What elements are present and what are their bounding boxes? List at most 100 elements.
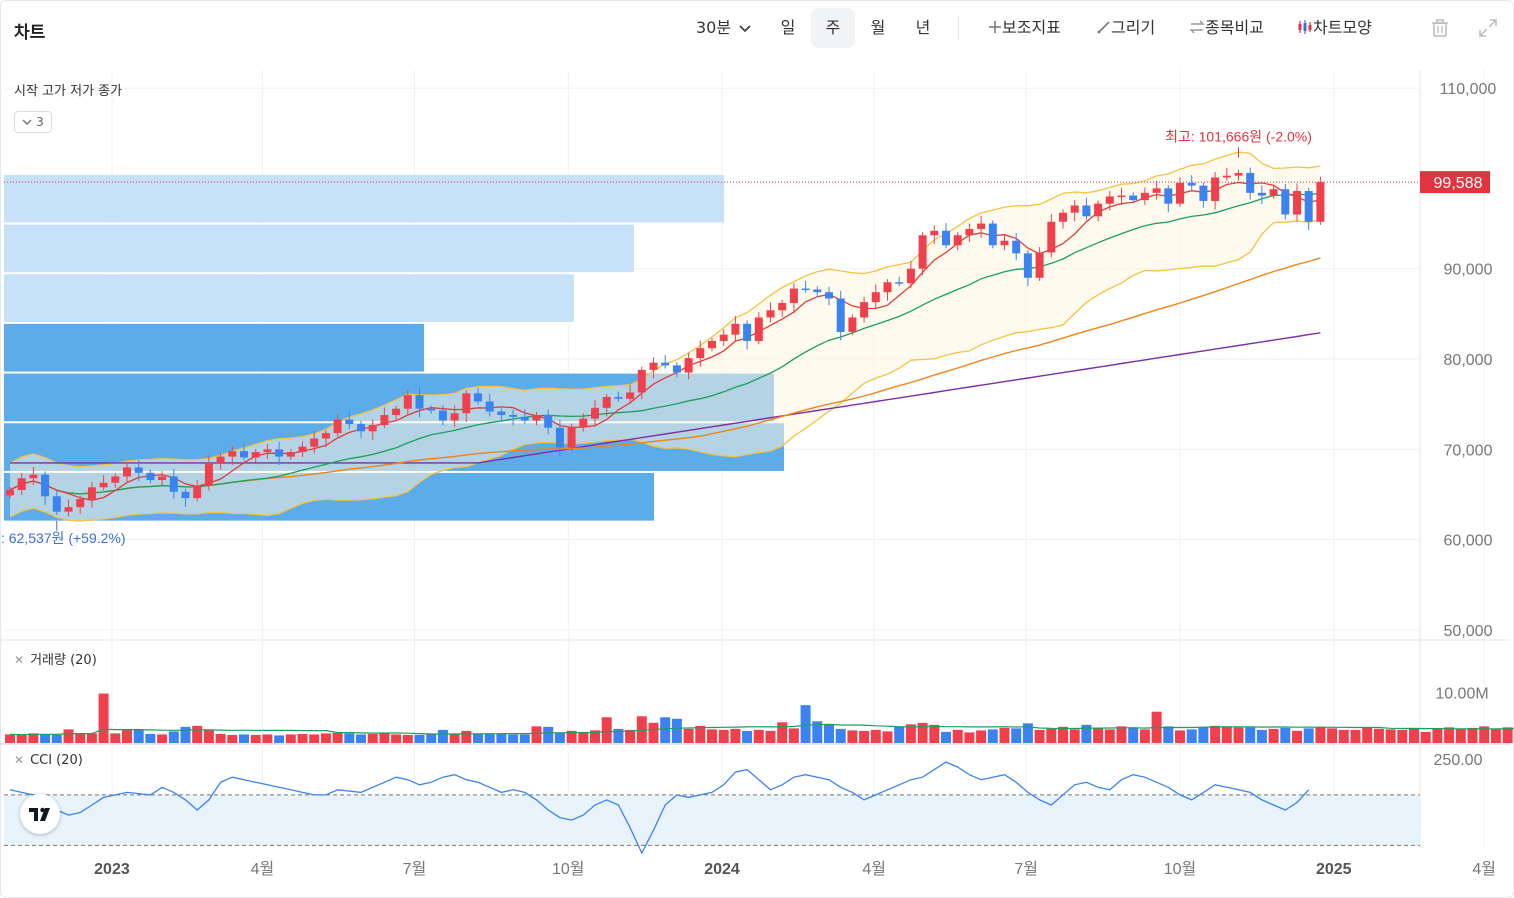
candle-body <box>509 415 518 417</box>
volume-bar <box>707 729 717 743</box>
volume-bar <box>753 729 764 743</box>
period-week-button[interactable]: 주 <box>811 8 855 48</box>
candle-body <box>368 424 377 432</box>
volume-bar <box>613 728 624 743</box>
tradingview-logo[interactable] <box>20 794 60 834</box>
volume-bar <box>1467 727 1478 743</box>
candle-body <box>263 449 272 453</box>
volume-bar <box>554 732 565 743</box>
volume-bar <box>1034 729 1045 743</box>
draw-button[interactable]: 그리기 <box>1097 16 1155 40</box>
volume-bar <box>917 722 928 743</box>
volume-bar <box>1093 727 1104 743</box>
volume-bar <box>145 733 156 743</box>
period-year-button[interactable]: 년 <box>915 18 931 37</box>
candle-body <box>579 418 588 427</box>
volume-bar <box>1327 728 1338 743</box>
candle-body <box>719 334 728 341</box>
volume-bar <box>75 733 86 743</box>
volume-bar <box>1104 729 1115 743</box>
chart-title: 차트 <box>14 23 46 43</box>
volume-bar <box>859 730 870 743</box>
volume-bar <box>1058 726 1068 743</box>
volume-bar <box>414 734 425 743</box>
trash-icon[interactable] <box>1428 16 1452 40</box>
x-tick-label: 7월 <box>403 860 427 878</box>
volume-bar <box>98 693 109 743</box>
candle-body <box>953 235 962 246</box>
candle-body <box>345 419 354 425</box>
candle-body <box>1059 212 1067 222</box>
volume-bar <box>16 734 27 743</box>
volume-bar <box>1256 729 1267 743</box>
candle-body <box>555 427 564 448</box>
volume-bar <box>730 728 741 743</box>
indicators-button[interactable]: 보조지표 <box>988 16 1061 40</box>
candle-body <box>965 228 974 236</box>
cci-indicator <box>4 761 1420 855</box>
candle-body <box>1211 177 1220 201</box>
volume-bar <box>683 728 694 743</box>
chart-type-button[interactable]: 차트모양 <box>1297 16 1372 40</box>
volume-bar <box>63 729 74 743</box>
close-icon[interactable]: ✕ <box>14 653 25 667</box>
candle-body <box>988 223 997 246</box>
volume-bar <box>1490 728 1501 743</box>
period-day-button[interactable]: 일 <box>780 18 796 37</box>
volume-profile-bar <box>4 174 724 223</box>
candle-body <box>1140 192 1149 201</box>
volume-bar <box>964 732 975 743</box>
y-tick-label: 80,000 <box>1444 352 1493 369</box>
volume-bar <box>1502 727 1513 743</box>
volume-profile-bar <box>4 224 634 273</box>
volume-bar <box>590 730 600 743</box>
candle-body <box>158 476 167 481</box>
volume-bar <box>285 734 296 743</box>
period-month-button[interactable]: 월 <box>870 18 886 37</box>
candle-body <box>1176 182 1184 204</box>
compare-button[interactable]: 종목비교 <box>1189 16 1264 40</box>
max-price-label: 최고: 101,666원 (-2.0%) <box>1165 128 1312 144</box>
volume-bar <box>332 732 343 743</box>
volume-bar <box>1022 723 1033 743</box>
volume-bar <box>227 734 238 743</box>
volume-bar <box>473 733 483 743</box>
volume-bar <box>1303 728 1314 743</box>
candle-body <box>216 456 225 463</box>
volume-profile-bar <box>4 323 424 372</box>
candle-body <box>474 393 482 402</box>
volume-bar <box>835 728 846 743</box>
volume-bar <box>426 733 437 743</box>
candle-body <box>333 419 342 434</box>
volume-bar <box>51 734 62 743</box>
candle-body <box>1035 252 1044 278</box>
candle-body <box>228 451 237 457</box>
candle-body <box>1152 188 1161 193</box>
cci-label: CCI (20) <box>30 753 83 768</box>
volume-bar <box>777 722 788 743</box>
candle-body <box>193 485 202 499</box>
plus-icon <box>989 21 1001 33</box>
candle-body <box>497 411 506 416</box>
candle-body <box>99 482 108 488</box>
legend-collapse-button[interactable]: 3 <box>14 111 52 133</box>
candle-body <box>29 474 38 479</box>
volume-bar <box>847 730 858 743</box>
candle-body <box>1199 185 1208 201</box>
candle-body <box>1082 205 1091 217</box>
volume-bar <box>648 722 659 743</box>
candle-body <box>626 392 635 399</box>
candle-body <box>1012 240 1021 254</box>
volume-bar <box>800 705 811 743</box>
volume-bar <box>952 729 963 743</box>
volume-bar <box>788 728 799 743</box>
volume-bar <box>484 733 495 743</box>
volume-bar <box>695 725 706 743</box>
close-icon[interactable]: ✕ <box>14 753 25 767</box>
interval-dropdown[interactable]: 30분 <box>696 16 752 40</box>
volume-bar <box>660 717 671 743</box>
volume-bar <box>192 725 203 743</box>
expand-icon[interactable] <box>1476 16 1500 40</box>
candle-body <box>778 303 787 311</box>
